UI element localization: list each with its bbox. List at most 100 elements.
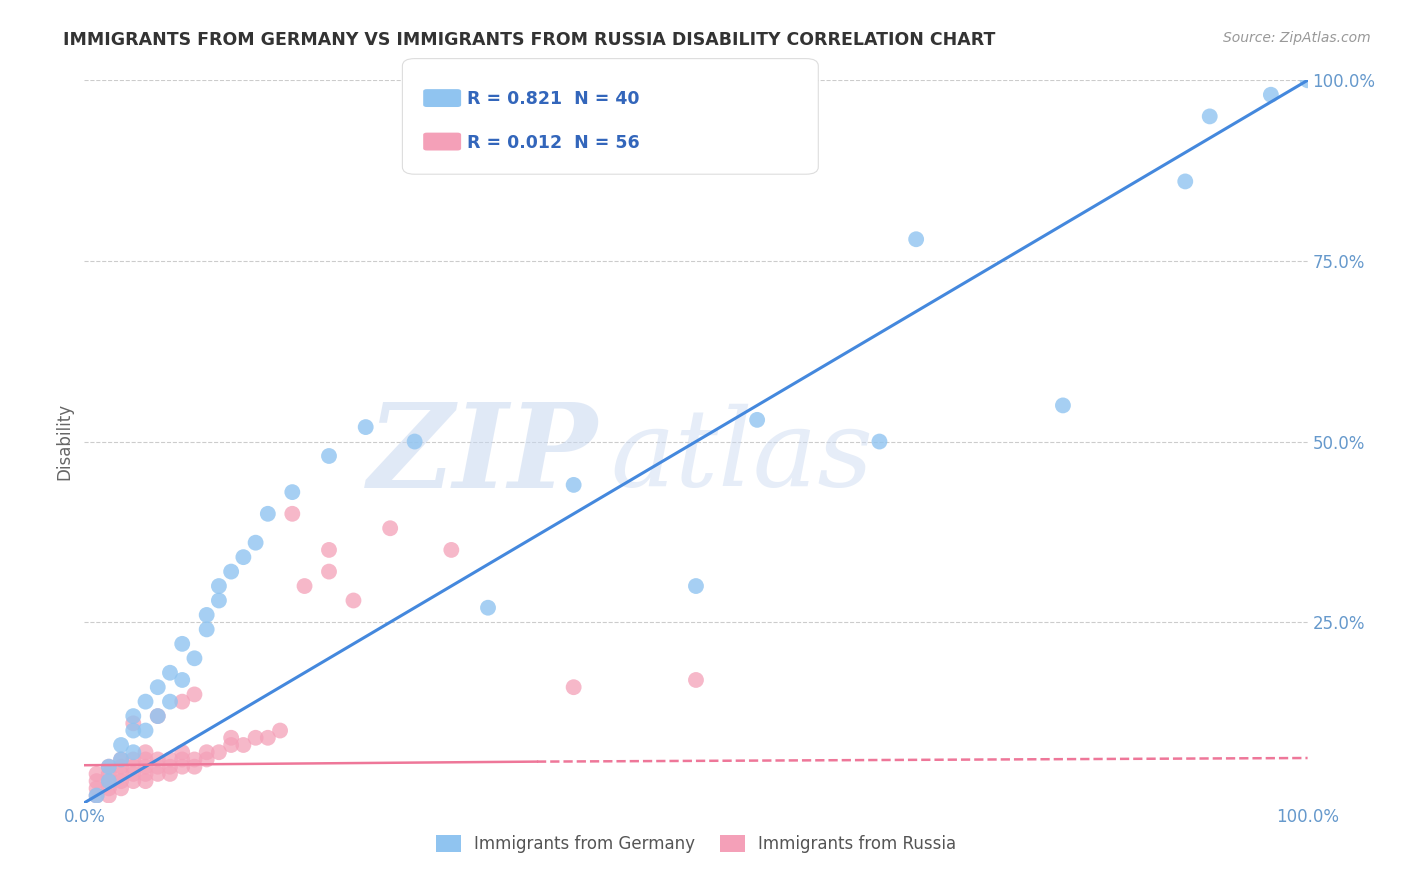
Point [110,760,132,774]
Text: R = 0.821  N = 40: R = 0.821 N = 40 [467,90,640,108]
Text: Source: ZipAtlas.com: Source: ZipAtlas.com [1223,31,1371,45]
Point [183,760,205,774]
Point [146,709,169,723]
Point [122,752,145,766]
Text: R = 0.012  N = 56: R = 0.012 N = 56 [467,134,640,152]
Point [86,781,108,796]
Point [159,752,181,766]
Point [86,789,108,803]
Legend: Immigrants from Germany, Immigrants from Russia: Immigrants from Germany, Immigrants from… [429,828,963,860]
Point [404,434,426,449]
Point [232,550,254,565]
Point [318,565,340,579]
Point [562,680,585,694]
FancyBboxPatch shape [423,133,461,151]
Point [318,542,340,557]
Point [135,695,157,709]
Point [195,607,218,622]
Point [86,774,108,789]
Point [97,774,120,789]
Point [86,767,108,781]
Point [122,709,145,723]
Point [172,745,194,759]
Point [172,752,194,766]
Point [172,760,194,774]
Text: IMMIGRANTS FROM GERMANY VS IMMIGRANTS FROM RUSSIA DISABILITY CORRELATION CHART: IMMIGRANTS FROM GERMANY VS IMMIGRANTS FR… [63,31,995,49]
Point [122,760,145,774]
Point [97,760,120,774]
Point [110,781,132,796]
Point [1174,174,1197,188]
Point [208,745,231,759]
Point [86,789,108,803]
Point [172,695,194,709]
Point [110,752,132,766]
Point [122,745,145,759]
Point [318,449,340,463]
Point [869,434,891,449]
Point [110,774,132,789]
Point [1260,87,1282,102]
FancyBboxPatch shape [402,59,818,174]
Point [135,774,157,789]
Point [477,600,499,615]
Point [195,623,218,637]
Point [110,767,132,781]
Point [342,593,364,607]
Point [1198,110,1220,124]
Point [183,687,205,701]
Point [1296,73,1319,87]
Point [159,767,181,781]
Point [685,579,707,593]
Point [294,579,316,593]
Point [172,637,194,651]
Point [159,760,181,774]
Point [97,760,120,774]
Point [195,752,218,766]
Point [245,535,267,549]
Point [122,774,145,789]
Point [146,709,169,723]
FancyBboxPatch shape [423,89,461,107]
Point [380,521,402,535]
Point [122,723,145,738]
Point [122,767,145,781]
Point [208,593,231,607]
Point [97,767,120,781]
Point [135,752,157,766]
Point [183,752,205,766]
Point [219,738,242,752]
Point [219,731,242,745]
Point [146,680,169,694]
Point [159,695,181,709]
Point [281,507,304,521]
Point [281,485,304,500]
Point [110,738,132,752]
Point [146,752,169,766]
Point [257,731,280,745]
Point [905,232,928,246]
Point [135,723,157,738]
Point [135,760,157,774]
Point [97,781,120,796]
Point [440,542,463,557]
Point [146,760,169,774]
Point [135,745,157,759]
Point [232,738,254,752]
Point [195,745,218,759]
Text: atlas: atlas [610,403,873,508]
Point [110,752,132,766]
Point [97,774,120,789]
Point [146,767,169,781]
Point [354,420,377,434]
Text: ZIP: ZIP [368,399,598,514]
Point [747,413,769,427]
Point [172,673,194,687]
Y-axis label: Disability: Disability [55,403,73,480]
Point [208,579,231,593]
Point [269,723,291,738]
Point [562,478,585,492]
Point [135,767,157,781]
Point [685,673,707,687]
Point [183,651,205,665]
